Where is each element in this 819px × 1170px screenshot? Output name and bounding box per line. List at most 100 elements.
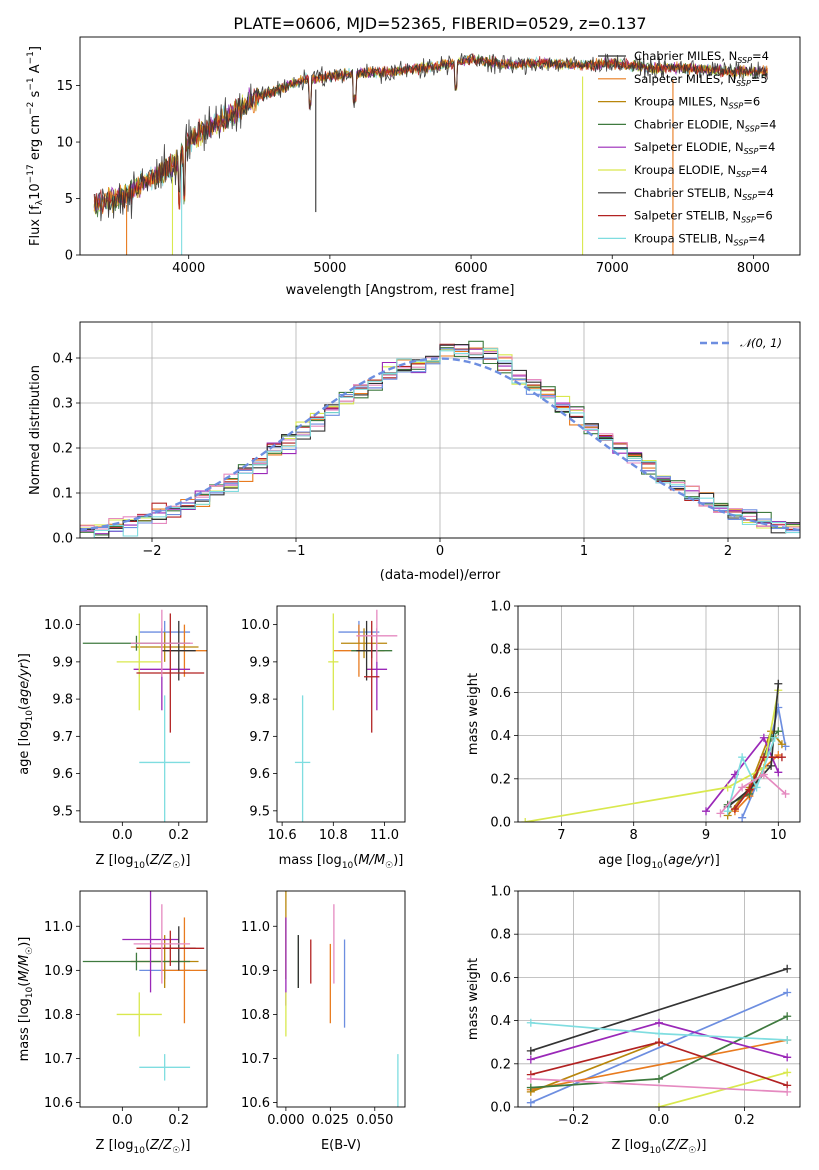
x-axis-label: Z [log10(Z/Z☉)] [612,1138,707,1156]
y-tick-label: 9.6 [52,767,73,782]
x-axis-label: E(B-V) [321,1138,361,1153]
legend-label: Kroupa ELODIE, NSSP=4 [634,163,768,179]
mass-vs-metallicity-panel: 0.0 0.210.610.710.810.911.0Z [log10(Z/Z☉)… [17,890,208,1156]
y-tick-label: 9.9 [249,655,270,670]
data-point-marker [759,770,768,779]
data-point-marker [738,753,747,762]
data-point-marker [783,1068,792,1077]
legend-label-end: =4 [751,163,768,177]
legend-label: Chabrier ELODIE, NSSP=4 [634,117,776,133]
x-tick-label: 2 [724,544,732,559]
label-part: ( [353,853,358,868]
normal-curve [80,357,800,532]
plot-area [82,891,207,1081]
data-point-marker [526,1083,535,1092]
label-part: ☉ [385,861,393,871]
y-tick-label: 9.8 [52,693,73,708]
legend-label-sub: SSP [745,124,760,133]
legend-label-sub: SSP [737,56,752,65]
plot-area [93,53,768,255]
label-part: )] [393,853,403,868]
label-part: Z [log [96,1138,134,1153]
label-part: ( [17,705,32,710]
y-tick-label: 9.6 [249,767,270,782]
y-tick-label: 9.5 [249,804,270,819]
x-tick-label: 11.0 [370,828,399,843]
data-point-marker [526,1055,535,1064]
x-tick-label: 10.8 [319,828,348,843]
legend-label: 𝒩(0, 1) [740,336,782,350]
residual-histogram-panel: −2 −1 0 1 2 0.0 0.1 0.2 0.3 0.4 𝒩(0, 1) (data-model… [28,321,801,583]
y-tick-label: 11.0 [241,920,270,935]
y-tick-label: 9.7 [249,730,270,745]
label-part: ☉ [172,861,180,871]
spectrum-line-1 [93,53,768,222]
axes-frame [79,890,208,1108]
label-part: Z/Z [149,1138,173,1153]
label-part: )] [180,1138,190,1153]
mass-weight-line-3 [530,1041,660,1093]
x-tick-label: −1 [286,544,305,559]
y-tick-label: 10.7 [44,1052,73,1067]
y-axis-label: Normed distribution [28,365,43,495]
x-tick-label: 10 [770,828,787,843]
legend-label-main: Salpeter MILES, N [634,72,736,86]
x-tick-label: 0.2 [168,828,189,843]
label-part: 10 [25,986,35,998]
y-tick-label: 10.7 [241,1052,270,1067]
label-part: 10 [28,183,43,200]
x-tick-label: 0.0 [112,828,133,843]
y-tick-label: 0.4 [490,1014,511,1029]
y-tick-label: 0.3 [52,397,73,412]
x-tick-label: 8 [630,828,638,843]
plot-area [521,679,790,822]
label-part: ( [661,1138,666,1153]
y-tick-label: 0.4 [490,729,511,744]
plot-area [80,340,800,538]
label-part: Z [log [96,853,134,868]
y-tick-label: 10.6 [44,1096,73,1111]
x-axis-label: (data-model)/error [380,568,501,583]
legend-label-main: Chabrier STELIB, N [634,186,742,200]
legend-label-end: =4 [757,186,774,200]
age-vs-mass-panel: 10.6 10.8 11.0 9.5 9.6 9.7 9.8 9.9 10.0 mass [log… [241,605,406,871]
label-part: −17 [26,164,36,183]
y-tick-label: 0.0 [52,532,73,547]
data-point-marker [752,783,761,792]
mass-weight-line-10 [719,773,787,814]
x-tick-label: −2 [142,544,161,559]
legend-label: Chabrier MILES, NSSP=4 [634,49,769,65]
legend-label-sub: SSP [734,238,749,247]
data-point-marker [526,1074,535,1083]
data-point-marker [526,1018,535,1027]
histogram-step-9 [80,348,800,538]
x-tick-label: −0.2 [558,1113,590,1128]
legend-label: Kroupa STELIB, NSSP=4 [634,231,765,247]
mass-weight-vs-metallicity-panel: −0.2 0.0 0.2 0.0 0.2 0.4 0.6 0.8 1.0 Z [log10(Z/Z… [466,885,801,1156]
legend-label-main: Kroupa MILES, N [634,95,729,109]
data-point-marker [655,1038,663,1047]
x-tick-label: 10.6 [268,828,297,843]
label-part: 10 [342,861,354,871]
y-tick-label: 0.0 [490,1101,511,1116]
label-part: A [28,64,43,77]
x-tick-label: 0.050 [356,1113,393,1128]
y-tick-label: 0.4 [52,352,73,367]
legend-label: Salpeter ELODIE, NSSP=4 [634,140,775,156]
x-tick-label: 0.000 [267,1113,304,1128]
y-tick-label: 9.5 [52,804,73,819]
plot-area [526,964,792,1107]
x-axis-label: wavelength [Angstrom, rest frame] [286,283,515,298]
y-tick-label: 0.2 [490,772,511,787]
label-part: mass [log [17,998,32,1061]
legend-label-end: =4 [758,140,775,154]
y-axis-label: age [log10(age/yr)] [17,653,35,775]
x-tick-label: 5000 [313,261,346,276]
y-tick-label: 10 [56,136,73,151]
legend-label-end: =4 [760,117,777,131]
y-tick-label: 10.0 [44,618,73,633]
x-tick-label: 0.0 [649,1113,670,1128]
data-point-marker [774,679,783,688]
x-tick-label: 1 [580,544,588,559]
label-part: ☉ [688,1146,696,1156]
